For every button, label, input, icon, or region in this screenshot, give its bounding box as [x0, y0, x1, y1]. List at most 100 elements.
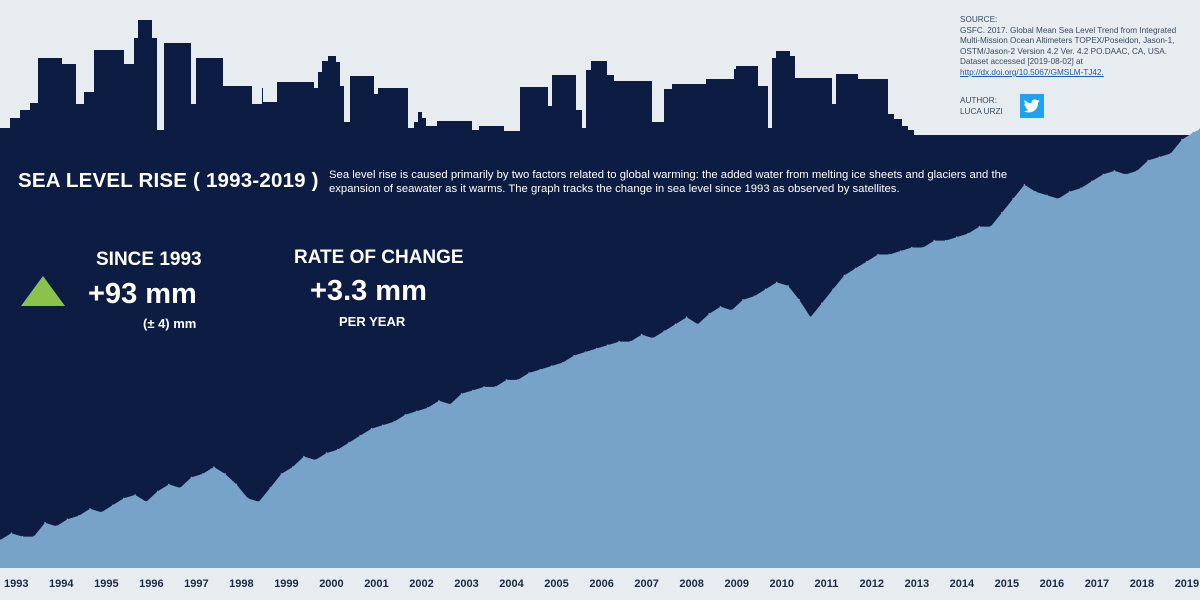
data-point: [415, 410, 418, 413]
data-point: [348, 441, 350, 444]
data-point: [652, 337, 654, 339]
x-tick-label: 2003: [454, 578, 478, 590]
data-point: [100, 511, 103, 514]
data-point: [922, 246, 924, 249]
data-point: [809, 316, 812, 319]
data-point: [956, 236, 958, 238]
x-tick-label: 2012: [860, 578, 884, 590]
x-tick-label: 2011: [815, 578, 839, 590]
data-point: [798, 299, 800, 301]
source-credit: SOURCE: GSFC. 2017. Global Mean Sea Leve…: [960, 15, 1192, 79]
data-point: [1181, 138, 1183, 141]
x-tick-label: 2000: [319, 578, 343, 590]
data-point: [179, 487, 181, 489]
data-point: [787, 285, 789, 287]
data-point: [123, 497, 125, 500]
data-point: [246, 497, 249, 500]
data-point: [370, 427, 373, 430]
data-point: [168, 483, 170, 486]
data-point: [359, 434, 362, 437]
rate-unit: PER YEAR: [339, 314, 406, 329]
twitter-button[interactable]: [1020, 94, 1044, 118]
author-credit: AUTHOR: LUCA URZI: [960, 96, 1003, 117]
data-point: [674, 323, 677, 326]
data-point: [190, 476, 193, 479]
data-point: [821, 302, 823, 305]
source-link[interactable]: http://dx.doi.org/10.5067/GMSLM-TJ42.: [960, 67, 1104, 77]
data-point: [764, 288, 767, 291]
x-tick-label: 1993: [4, 578, 28, 590]
data-point: [156, 490, 159, 493]
data-point: [1023, 184, 1026, 186]
source-text: GSFC. 2017. Global Mean Sea Level Trend …: [960, 25, 1177, 67]
source-heading: SOURCE:: [960, 15, 998, 24]
data-point: [978, 225, 981, 228]
data-point: [494, 386, 497, 388]
data-point: [775, 281, 778, 284]
data-point: [899, 250, 902, 252]
data-point: [89, 508, 91, 510]
data-point: [1102, 173, 1104, 176]
data-point: [336, 448, 339, 451]
data-point: [1091, 180, 1093, 183]
x-tick-label: 2015: [995, 578, 1019, 590]
plot-area: [0, 128, 1200, 568]
data-point: [866, 260, 868, 263]
data-point: [33, 535, 35, 538]
data-point: [562, 361, 564, 364]
data-point: [235, 483, 238, 486]
data-point: [472, 389, 474, 392]
x-tick-label: 2016: [1040, 578, 1064, 590]
description-text: Sea level rise is caused primarily by tw…: [329, 169, 1008, 195]
data-point: [573, 354, 575, 357]
data-point: [685, 316, 688, 319]
data-point: [44, 521, 46, 524]
data-point: [1113, 170, 1116, 172]
data-point: [201, 473, 204, 475]
x-tick-label: 2004: [499, 578, 524, 590]
data-point: [55, 525, 58, 527]
data-point: [325, 452, 328, 454]
x-tick-label: 2017: [1085, 578, 1109, 590]
x-tick-label: 2014: [950, 578, 975, 590]
data-point: [584, 351, 587, 353]
data-point: [1068, 191, 1071, 193]
data-point: [449, 403, 452, 406]
data-point: [843, 274, 846, 277]
data-point: [528, 372, 530, 374]
up-triangle-icon: [21, 276, 65, 306]
up-triangle-shape: [21, 276, 65, 306]
data-point: [0, 539, 1, 541]
data-point: [742, 299, 744, 301]
x-tick-label: 1997: [184, 578, 208, 590]
data-point: [404, 413, 407, 416]
data-point: [224, 473, 226, 475]
data-point: [595, 347, 598, 350]
data-point: [1124, 173, 1127, 176]
x-axis: 1993 1994 1995 1996 1997 1998 1999 2000 2001 2002…: [4, 578, 1199, 590]
since-uncertainty: (± 4) mm: [143, 316, 197, 331]
data-point: [438, 400, 440, 402]
x-tick-label: 2001: [364, 578, 388, 590]
data-point: [303, 455, 305, 458]
data-point: [269, 487, 272, 489]
data-point: [460, 393, 463, 395]
data-point: [1169, 152, 1172, 155]
data-point: [258, 501, 260, 503]
data-point: [145, 501, 148, 503]
data-point: [989, 225, 992, 228]
data-point: [280, 473, 283, 475]
twitter-icon: [1024, 99, 1040, 113]
data-point: [78, 515, 80, 517]
data-point: [753, 295, 755, 298]
since-label: SINCE 1993: [96, 249, 202, 270]
data-point: [967, 232, 969, 235]
data-point: [944, 239, 947, 242]
data-point: [1192, 131, 1194, 134]
author-name: LUCA URZI: [960, 106, 1003, 116]
x-tick-label: 1999: [274, 578, 298, 590]
x-tick-label: 1994: [49, 578, 74, 590]
data-point: [66, 518, 69, 520]
data-point: [1079, 187, 1082, 190]
data-point: [483, 386, 485, 388]
